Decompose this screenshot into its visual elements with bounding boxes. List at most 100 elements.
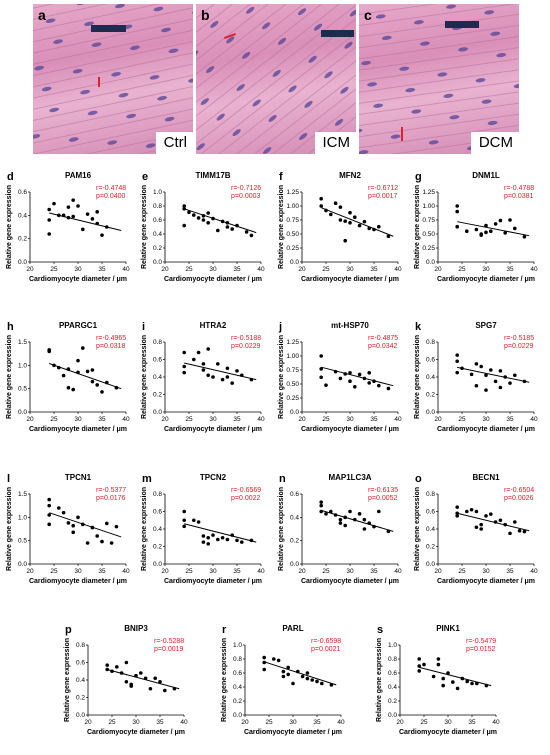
y-tick-label: 1.25 <box>286 339 299 346</box>
x-tick-label: 35 <box>233 568 241 575</box>
nucleus <box>91 42 102 47</box>
data-point <box>508 218 512 222</box>
data-point <box>230 381 234 385</box>
data-point <box>377 224 381 229</box>
y-tick-label: 0.2 <box>153 392 162 399</box>
data-point <box>244 230 249 234</box>
fiber-group <box>359 4 519 154</box>
data-point <box>338 376 343 381</box>
data-point <box>489 512 493 516</box>
panel-letter: s <box>377 624 383 636</box>
panel-letter: b <box>201 7 210 23</box>
data-point <box>196 216 201 220</box>
fiber-border <box>359 58 519 104</box>
fiber-border <box>33 36 193 104</box>
histology-panel-ctrl: a Ctrl <box>33 4 193 154</box>
x-tick-label: 20 <box>298 568 306 575</box>
data-point <box>114 524 119 529</box>
nucleus <box>168 48 179 54</box>
fiber-border <box>359 14 519 61</box>
x-tick-label: 25 <box>458 416 466 423</box>
x-tick-label: 20 <box>298 416 306 423</box>
x-tick-label: 30 <box>74 416 82 423</box>
nucleus <box>145 143 156 148</box>
data-point <box>216 362 220 366</box>
y-tick-label: 0.0 <box>426 409 435 416</box>
y-tick-label: 1.25 <box>286 189 299 196</box>
data-point <box>348 221 352 225</box>
data-point <box>47 349 51 354</box>
data-point <box>451 680 455 684</box>
nucleus <box>45 18 56 23</box>
data-point <box>441 676 445 681</box>
data-point <box>225 537 230 542</box>
data-point <box>479 522 483 527</box>
data-point <box>115 665 119 669</box>
nucleus <box>513 83 519 89</box>
x-tick-label: 30 <box>209 266 217 273</box>
scatter-plot-timm17b: e TIMM17B r=-0.7126 p=0.0003 20 25 30 35 40 0.0 0.… <box>140 171 270 302</box>
fiber-border <box>359 101 519 148</box>
x-axis-label: Cardiomyocyte diameter / μm <box>399 729 497 736</box>
data-point <box>522 529 527 534</box>
data-point <box>211 533 215 537</box>
data-point <box>66 385 71 390</box>
data-point <box>225 375 230 379</box>
data-point <box>305 676 310 681</box>
y-axis-label: Relative gene expression <box>6 335 13 419</box>
nucleus <box>236 84 245 91</box>
data-point <box>192 213 196 217</box>
scatter-plot-bnip3: p BNIP3 r=-0.5288 p=0.0019 20 25 30 35 40 0.0 0.2 0… <box>63 624 193 755</box>
data-point <box>315 679 319 684</box>
nucleus <box>313 23 323 31</box>
x-tick-label: 20 <box>434 568 442 575</box>
data-point <box>469 372 474 377</box>
y-tick-label: 0.25 <box>422 245 435 252</box>
x-tick-label: 20 <box>241 719 249 726</box>
nucleus <box>443 93 454 98</box>
r-value: r=-0.6569 <box>231 487 261 494</box>
data-point <box>201 368 206 372</box>
gene-title: PARL <box>282 624 303 633</box>
y-axis-label: Relative gene expression <box>414 185 421 269</box>
x-tick-label: 20 <box>26 416 34 423</box>
y-tick-label: 0.4 <box>233 684 242 691</box>
nucleus <box>84 21 94 26</box>
x-tick-label: 25 <box>458 568 466 575</box>
data-point <box>47 497 51 502</box>
y-tick-label: 0.0 <box>426 561 435 568</box>
y-tick-label: 0.6 <box>153 509 162 516</box>
data-point <box>479 527 483 531</box>
data-point <box>470 681 474 686</box>
fiber-border <box>359 4 519 28</box>
nucleus <box>390 134 401 139</box>
y-tick-label: 0.4 <box>426 374 435 381</box>
scatter-plot-pink1: s PINK1 r=-0.5479 p=0.0152 20 25 30 35 40 0.0 0.2 0… <box>375 624 505 755</box>
fiber-border <box>359 4 519 50</box>
nucleus <box>111 72 121 77</box>
data-point <box>465 679 469 684</box>
data-point <box>498 369 503 373</box>
nucleus <box>196 50 199 58</box>
nucleus <box>200 98 209 106</box>
y-tick-label: 1.5 <box>18 339 27 346</box>
fiber-border <box>359 47 519 93</box>
gene-title: PPARGC1 <box>59 321 98 330</box>
y-tick-label: 0.6 <box>426 509 435 516</box>
data-point <box>76 515 80 520</box>
x-tick-label: 35 <box>370 568 378 575</box>
x-axis-label: Cardiomyocyte diameter / μm <box>301 578 399 585</box>
panel-letter: n <box>279 473 286 485</box>
y-tick-label: 0.75 <box>286 217 299 224</box>
data-point <box>206 535 210 540</box>
data-point <box>262 655 266 660</box>
y-tick-label: 0.5 <box>18 386 27 393</box>
x-tick-label: 25 <box>50 266 58 273</box>
data-point <box>220 535 225 540</box>
gene-title: PINK1 <box>436 624 460 633</box>
data-point <box>182 204 186 208</box>
x-tick-label: 40 <box>530 266 538 273</box>
x-tick-label: 40 <box>257 416 265 423</box>
